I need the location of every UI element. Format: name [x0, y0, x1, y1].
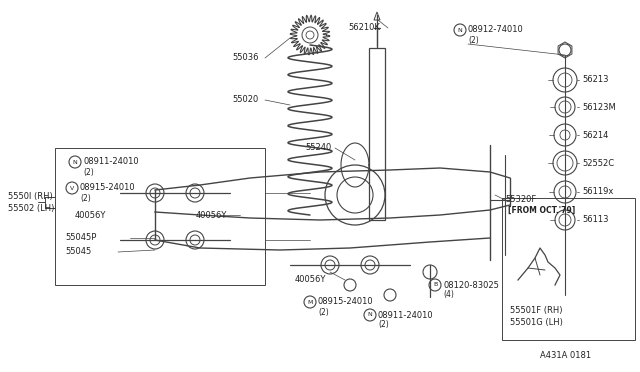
Text: 08915-24010: 08915-24010	[80, 183, 136, 192]
Text: 55501G (LH): 55501G (LH)	[510, 317, 563, 327]
Text: 55501F (RH): 55501F (RH)	[510, 305, 563, 314]
Text: 56214: 56214	[582, 131, 609, 140]
Text: 56119x: 56119x	[582, 187, 613, 196]
Text: 55020: 55020	[232, 96, 259, 105]
Text: 56210K: 56210K	[348, 23, 380, 32]
Text: (2): (2)	[468, 35, 479, 45]
Text: N: N	[367, 312, 372, 317]
Bar	[55, 148, 265, 285]
Text: 52552C: 52552C	[582, 158, 614, 167]
Text: (2): (2)	[318, 308, 329, 317]
Text: 08911-24010: 08911-24010	[83, 157, 139, 167]
Text: 08911-24010: 08911-24010	[378, 311, 434, 320]
Text: V: V	[70, 186, 74, 190]
Text: 08915-24010: 08915-24010	[318, 298, 374, 307]
Text: 40056Y: 40056Y	[295, 276, 326, 285]
Text: B: B	[433, 282, 437, 288]
Text: 55045: 55045	[65, 247, 92, 257]
Text: 55045P: 55045P	[65, 234, 97, 243]
Text: N: N	[72, 160, 77, 164]
Text: (4): (4)	[443, 291, 454, 299]
Text: [FROM OCT.'79]: [FROM OCT.'79]	[508, 205, 575, 215]
Text: 56213: 56213	[582, 76, 609, 84]
Text: 08912-74010: 08912-74010	[468, 26, 524, 35]
Text: 55036: 55036	[232, 54, 259, 62]
Bar	[502, 198, 635, 340]
Text: 08120-83025: 08120-83025	[443, 280, 499, 289]
Text: 55320F: 55320F	[505, 196, 536, 205]
Text: M: M	[307, 299, 313, 305]
Text: (2): (2)	[80, 193, 91, 202]
Text: (2): (2)	[378, 321, 388, 330]
Text: 5550l (RH): 5550l (RH)	[8, 192, 52, 202]
Text: A431A 0181: A431A 0181	[540, 350, 591, 359]
Text: 40056Y: 40056Y	[196, 211, 227, 219]
Text: N: N	[458, 28, 462, 32]
Text: (2): (2)	[83, 167, 93, 176]
Bar	[369, 48, 385, 220]
Text: 55502 (LH): 55502 (LH)	[8, 203, 54, 212]
Text: 56113: 56113	[582, 215, 609, 224]
Text: 55240: 55240	[305, 144, 332, 153]
Text: 40056Y: 40056Y	[75, 211, 106, 219]
Text: 56123M: 56123M	[582, 103, 616, 112]
